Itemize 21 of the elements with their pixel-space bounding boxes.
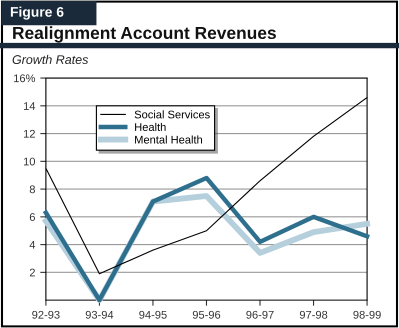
chart-subtitle: Growth Rates: [12, 54, 88, 64]
x-tick-label: 96-97: [246, 310, 274, 319]
y-tick-label: 14: [24, 102, 36, 110]
y-tick-label: 16%: [14, 74, 36, 82]
y-tick-label: 4: [30, 240, 36, 249]
legend-label: Mental Health: [135, 135, 202, 144]
y-tick-label: 10: [24, 158, 36, 166]
x-tick-label: 92-93: [32, 310, 60, 319]
legend-label: Health: [135, 122, 166, 132]
x-tick-label: 97-98: [300, 310, 328, 319]
y-tick-label: 2: [30, 268, 35, 276]
chart-title: Realignment Account Revenues: [13, 26, 276, 43]
caption: Figure 6: [10, 6, 64, 20]
x-tick-label: 93-94: [86, 310, 114, 319]
y-tick-label: 8: [30, 185, 35, 194]
legend-label: Social Services: [134, 110, 210, 118]
y-tick-label: 12: [24, 130, 35, 138]
x-tick-label: 98-99: [353, 310, 381, 319]
y-tick-label: 6: [30, 213, 35, 221]
x-tick-label: 95-96: [192, 310, 220, 319]
x-tick-label: 94-95: [139, 310, 167, 319]
